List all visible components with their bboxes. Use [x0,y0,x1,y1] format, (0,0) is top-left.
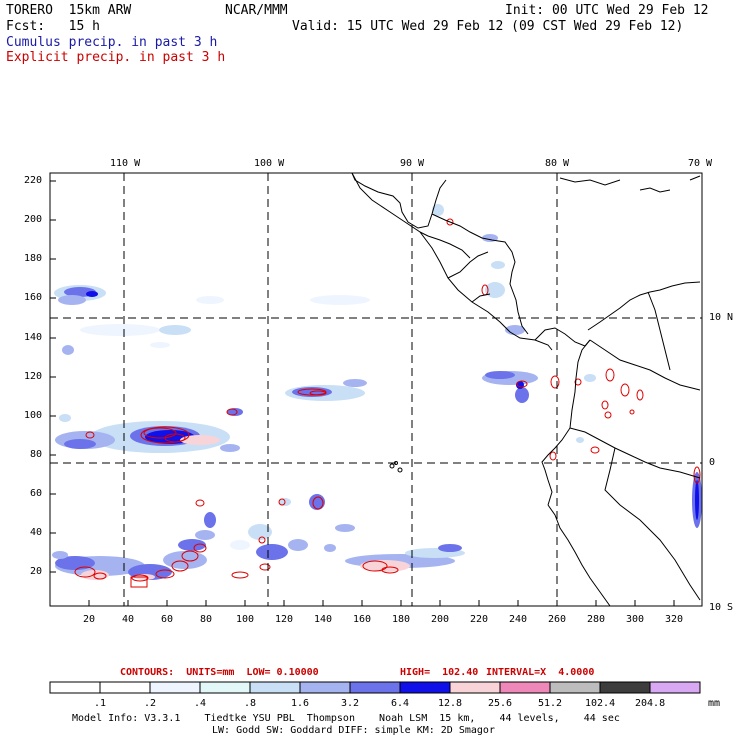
colorbar-cell [199,681,251,694]
colorbar-label: 102.4 [585,698,616,709]
y-tick: 180 [24,253,43,264]
center-name: NCAR/MMM [225,3,288,18]
colorbar-label: .4 [194,698,207,709]
x-tick: 260 [548,614,567,625]
x-tick: 60 [161,614,174,625]
x-tick: 180 [392,614,411,625]
lat-label-10s: 10 S [709,602,734,613]
colorbar [49,681,701,694]
colorbar-cell [249,681,301,694]
y-tick: 100 [24,410,43,421]
colorbar-label: 1.6 [291,698,310,709]
y-tick: 200 [24,214,43,225]
coastlines [351,172,701,607]
colorbar-cell [399,681,451,694]
colorbar-label: 25.6 [488,698,513,709]
model-info-line2: LW: Godd SW: Goddard DIFF: simple KM: 2D… [212,725,495,736]
y-tick: 120 [24,371,43,382]
cumulus-legend: Cumulus precip. in past 3 h [6,35,218,50]
x-tick: 40 [122,614,135,625]
graticule [50,173,702,606]
x-tick: 220 [470,614,489,625]
colorbar-cell [449,681,501,694]
lon-label-90w: 90 W [400,158,425,169]
colorbar-label: 204.8 [635,698,666,709]
axis-ticks [50,180,675,606]
colorbar-label: .1 [94,698,107,709]
y-tick: 140 [24,332,43,343]
x-tick: 320 [665,614,684,625]
colorbar-cell [49,681,101,694]
plot-frame [49,172,703,607]
lon-label-100w: 100 W [254,158,285,169]
explicit-legend: Explicit precip. in past 3 h [6,50,226,65]
lat-label-0: 0 [709,457,716,468]
colorbar-label: 6.4 [391,698,410,709]
lon-label-70w: 70 W [688,158,713,169]
colorbar-label: 51.2 [538,698,563,709]
colorbar-label: 12.8 [438,698,463,709]
contours-interval: INTERVAL=X 4.0000 [486,667,595,678]
colorbar-cell [549,681,601,694]
forecast-hour: Fcst: 15 h [6,19,100,34]
colorbar-cell [599,681,651,694]
colorbar-cell [649,681,701,694]
y-tick: 60 [30,488,43,499]
x-tick: 240 [509,614,528,625]
colorbar-label: .2 [144,698,157,709]
colorbar-label: 3.2 [341,698,360,709]
x-tick: 20 [83,614,96,625]
init-time: Init: 00 UTC Wed 29 Feb 12 [505,3,709,18]
colorbar-cell [349,681,401,694]
colorbar-cell [499,681,551,694]
x-tick: 120 [275,614,294,625]
y-tick: 160 [24,292,43,303]
colorbar-cell [99,681,151,694]
x-tick: 300 [626,614,645,625]
lon-label-110w: 110 W [110,158,141,169]
colorbar-cell [149,681,201,694]
x-tick: 80 [200,614,213,625]
x-tick: 100 [236,614,255,625]
model-info-line1: Model Info: V3.3.1 Tiedtke YSU PBL Thomp… [72,713,620,724]
explicit-precip-contours [74,218,701,588]
y-tick: 80 [30,449,43,460]
colorbar-unit: mm [708,698,721,709]
lon-label-80w: 80 W [545,158,570,169]
contours-high: HIGH= 102.40 [400,667,479,678]
x-tick: 140 [314,614,333,625]
valid-time: Valid: 15 UTC Wed 29 Feb 12 (09 CST Wed … [292,19,684,34]
colorbar-cell [299,681,351,694]
cumulus-precip-field [52,204,702,580]
colorbar-label: .8 [244,698,257,709]
y-tick: 40 [30,527,43,538]
model-name: TORERO 15km ARW [6,3,132,18]
contours-info: CONTOURS: UNITS=mm LOW= 0.10000 [120,667,319,678]
x-tick: 200 [431,614,450,625]
x-tick: 160 [353,614,372,625]
y-tick: 20 [30,566,43,577]
y-tick: 220 [24,175,43,186]
x-tick: 280 [587,614,606,625]
lat-label-10n: 10 N [709,312,734,323]
